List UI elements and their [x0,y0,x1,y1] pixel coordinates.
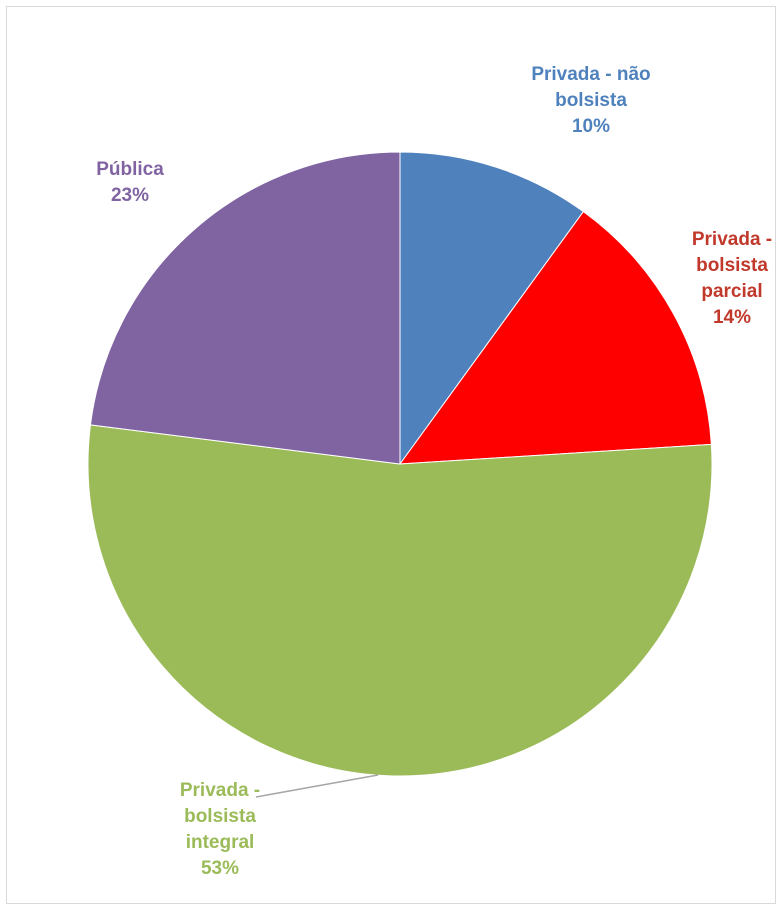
slice-percentage: 23% [110,185,150,206]
slice-label-line: Pública [96,159,164,180]
pie-slices [87,151,713,777]
slice-label-line: bolsista [696,255,768,276]
slice-percentage: 14% [712,307,752,328]
slice-label-line: Privada - [179,780,261,801]
slice-label-line: parcial [701,281,763,302]
pie-slice-publica [89,151,401,465]
leader-line-privada-bolsista-integral [255,774,379,798]
slice-label-line: Privada - não [531,64,651,85]
slice-label-line: Privada - [691,229,773,250]
slice-label-privada-bolsista-integral: Privada - bolsista integral 53% [145,778,295,882]
slice-label-publica: Pública 23% [80,157,180,209]
slice-label-line: integral [185,832,255,853]
slice-label-privada-bolsista-parcial: Privada - bolsista parcial 14% [672,227,783,331]
slice-percentage: 10% [571,116,611,137]
pie-slice-privada-bolsista-parcial [398,210,712,465]
slice-label-privada-nao-bolsista: Privada - não bolsista 10% [496,62,686,140]
slice-label-line: bolsista [184,806,256,827]
pie-slice-privada-bolsista-integral [87,424,713,777]
pie-slice-privada-nao-bolsista [399,151,585,466]
slice-label-line: bolsista [555,90,627,111]
slice-percentage: 53% [200,858,240,879]
